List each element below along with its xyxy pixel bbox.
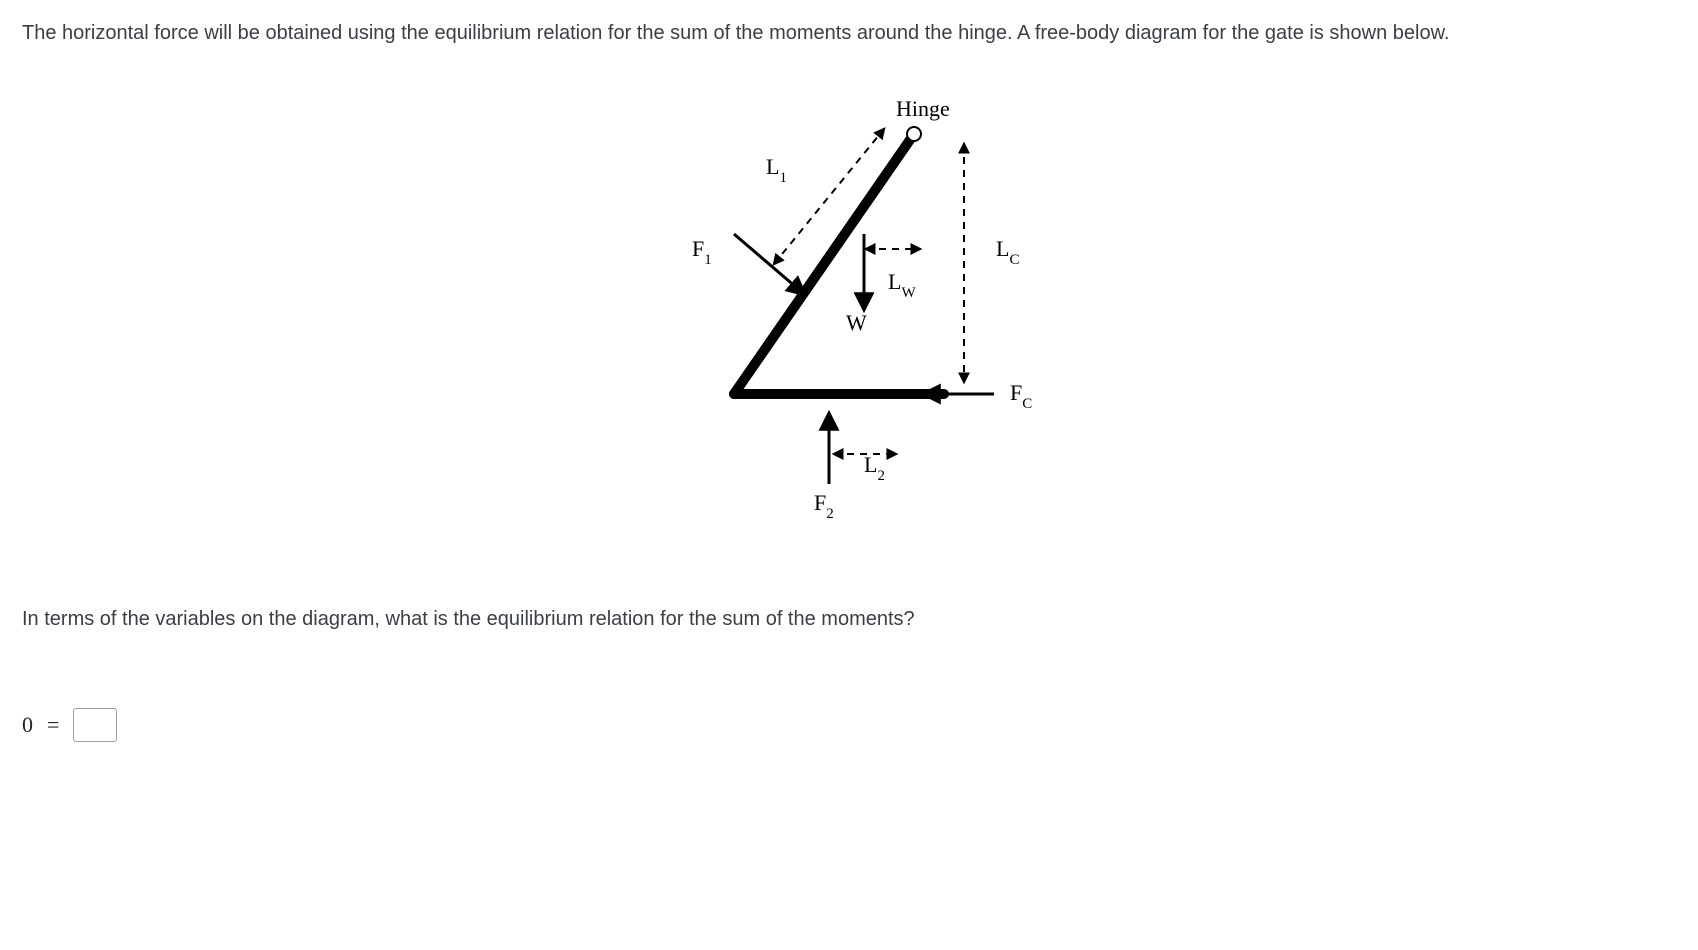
svg-text:F1: F1 xyxy=(692,236,712,268)
svg-text:Hinge: Hinge xyxy=(896,96,950,121)
gate-inclined-bar xyxy=(734,134,914,394)
problem-prompt: The horizontal force will be obtained us… xyxy=(22,18,1676,48)
force-f1-arrow xyxy=(734,234,804,294)
svg-text:L2: L2 xyxy=(864,452,885,484)
svg-text:L1: L1 xyxy=(766,154,787,186)
question-text: In terms of the variables on the diagram… xyxy=(22,604,1676,634)
hinge-icon xyxy=(907,127,921,141)
equals-sign: = xyxy=(47,712,59,738)
svg-text:F2: F2 xyxy=(814,490,834,522)
svg-text:LW: LW xyxy=(888,269,916,301)
svg-text:LC: LC xyxy=(996,236,1019,268)
answer-row: 0 = xyxy=(22,708,1676,742)
svg-text:W: W xyxy=(846,310,867,335)
svg-text:FC: FC xyxy=(1010,380,1032,412)
answer-lhs: 0 xyxy=(22,712,33,738)
figure-wrap: Hinge F1 L1 W LW LC FC F2 L2 xyxy=(22,74,1676,554)
moment-equation-input[interactable] xyxy=(73,708,117,742)
free-body-diagram: Hinge F1 L1 W LW LC FC F2 L2 xyxy=(634,74,1064,554)
